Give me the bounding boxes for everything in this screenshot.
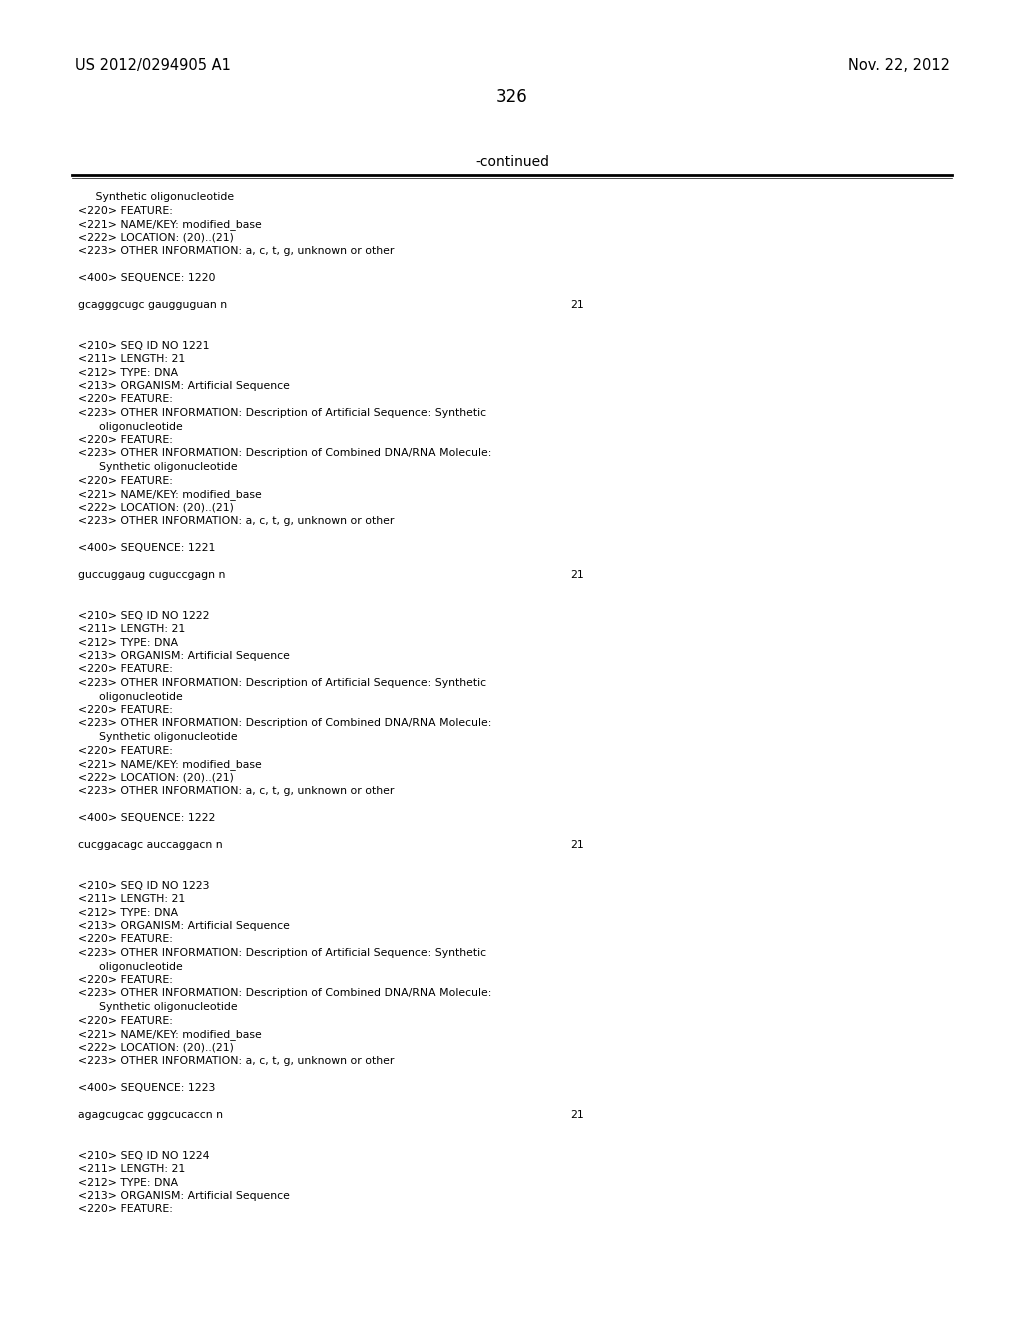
Text: <213> ORGANISM: Artificial Sequence: <213> ORGANISM: Artificial Sequence [78,381,290,391]
Text: agagcugcac gggcucaccn n: agagcugcac gggcucaccn n [78,1110,223,1119]
Text: <222> LOCATION: (20)..(21): <222> LOCATION: (20)..(21) [78,503,233,512]
Text: <210> SEQ ID NO 1222: <210> SEQ ID NO 1222 [78,610,210,620]
Text: <222> LOCATION: (20)..(21): <222> LOCATION: (20)..(21) [78,1043,233,1052]
Text: <220> FEATURE:: <220> FEATURE: [78,975,173,985]
Text: <223> OTHER INFORMATION: a, c, t, g, unknown or other: <223> OTHER INFORMATION: a, c, t, g, unk… [78,516,394,525]
Text: 21: 21 [570,840,584,850]
Text: <400> SEQUENCE: 1221: <400> SEQUENCE: 1221 [78,543,215,553]
Text: <220> FEATURE:: <220> FEATURE: [78,935,173,945]
Text: <223> OTHER INFORMATION: Description of Combined DNA/RNA Molecule:: <223> OTHER INFORMATION: Description of … [78,989,492,998]
Text: <223> OTHER INFORMATION: a, c, t, g, unknown or other: <223> OTHER INFORMATION: a, c, t, g, unk… [78,785,394,796]
Text: <223> OTHER INFORMATION: Description of Combined DNA/RNA Molecule:: <223> OTHER INFORMATION: Description of … [78,449,492,458]
Text: <211> LENGTH: 21: <211> LENGTH: 21 [78,624,185,634]
Text: <223> OTHER INFORMATION: Description of Artificial Sequence: Synthetic: <223> OTHER INFORMATION: Description of … [78,408,486,418]
Text: <211> LENGTH: 21: <211> LENGTH: 21 [78,894,185,904]
Text: <220> FEATURE:: <220> FEATURE: [78,746,173,755]
Text: 21: 21 [570,300,584,310]
Text: <223> OTHER INFORMATION: Description of Artificial Sequence: Synthetic: <223> OTHER INFORMATION: Description of … [78,678,486,688]
Text: <400> SEQUENCE: 1222: <400> SEQUENCE: 1222 [78,813,215,822]
Text: <400> SEQUENCE: 1223: <400> SEQUENCE: 1223 [78,1082,215,1093]
Text: oligonucleotide: oligonucleotide [78,692,182,701]
Text: 21: 21 [570,1110,584,1119]
Text: guccuggaug cuguccgagn n: guccuggaug cuguccgagn n [78,570,225,579]
Text: <220> FEATURE:: <220> FEATURE: [78,1204,173,1214]
Text: oligonucleotide: oligonucleotide [78,961,182,972]
Text: <210> SEQ ID NO 1221: <210> SEQ ID NO 1221 [78,341,210,351]
Text: <223> OTHER INFORMATION: Description of Artificial Sequence: Synthetic: <223> OTHER INFORMATION: Description of … [78,948,486,958]
Text: <213> ORGANISM: Artificial Sequence: <213> ORGANISM: Artificial Sequence [78,1191,290,1201]
Text: <212> TYPE: DNA: <212> TYPE: DNA [78,908,178,917]
Text: <220> FEATURE:: <220> FEATURE: [78,664,173,675]
Text: <222> LOCATION: (20)..(21): <222> LOCATION: (20)..(21) [78,772,233,783]
Text: <210> SEQ ID NO 1223: <210> SEQ ID NO 1223 [78,880,210,891]
Text: gcagggcugc gaugguguan n: gcagggcugc gaugguguan n [78,300,227,310]
Text: 21: 21 [570,570,584,579]
Text: <400> SEQUENCE: 1220: <400> SEQUENCE: 1220 [78,273,215,282]
Text: <220> FEATURE:: <220> FEATURE: [78,395,173,404]
Text: <213> ORGANISM: Artificial Sequence: <213> ORGANISM: Artificial Sequence [78,651,290,661]
Text: Synthetic oligonucleotide: Synthetic oligonucleotide [78,462,238,473]
Text: <223> OTHER INFORMATION: a, c, t, g, unknown or other: <223> OTHER INFORMATION: a, c, t, g, unk… [78,1056,394,1067]
Text: Nov. 22, 2012: Nov. 22, 2012 [848,58,950,73]
Text: Synthetic oligonucleotide: Synthetic oligonucleotide [78,191,234,202]
Text: <221> NAME/KEY: modified_base: <221> NAME/KEY: modified_base [78,1030,262,1040]
Text: oligonucleotide: oligonucleotide [78,421,182,432]
Text: <210> SEQ ID NO 1224: <210> SEQ ID NO 1224 [78,1151,210,1160]
Text: cucggacagc auccaggacn n: cucggacagc auccaggacn n [78,840,222,850]
Text: <221> NAME/KEY: modified_base: <221> NAME/KEY: modified_base [78,219,262,230]
Text: US 2012/0294905 A1: US 2012/0294905 A1 [75,58,230,73]
Text: <220> FEATURE:: <220> FEATURE: [78,705,173,715]
Text: Synthetic oligonucleotide: Synthetic oligonucleotide [78,1002,238,1012]
Text: <211> LENGTH: 21: <211> LENGTH: 21 [78,354,185,364]
Text: <223> OTHER INFORMATION: Description of Combined DNA/RNA Molecule:: <223> OTHER INFORMATION: Description of … [78,718,492,729]
Text: <223> OTHER INFORMATION: a, c, t, g, unknown or other: <223> OTHER INFORMATION: a, c, t, g, unk… [78,246,394,256]
Text: 326: 326 [496,88,528,106]
Text: <220> FEATURE:: <220> FEATURE: [78,206,173,215]
Text: <211> LENGTH: 21: <211> LENGTH: 21 [78,1164,185,1173]
Text: <222> LOCATION: (20)..(21): <222> LOCATION: (20)..(21) [78,232,233,243]
Text: <221> NAME/KEY: modified_base: <221> NAME/KEY: modified_base [78,759,262,770]
Text: <221> NAME/KEY: modified_base: <221> NAME/KEY: modified_base [78,488,262,500]
Text: <220> FEATURE:: <220> FEATURE: [78,1015,173,1026]
Text: <212> TYPE: DNA: <212> TYPE: DNA [78,1177,178,1188]
Text: <212> TYPE: DNA: <212> TYPE: DNA [78,638,178,648]
Text: <212> TYPE: DNA: <212> TYPE: DNA [78,367,178,378]
Text: <213> ORGANISM: Artificial Sequence: <213> ORGANISM: Artificial Sequence [78,921,290,931]
Text: <220> FEATURE:: <220> FEATURE: [78,475,173,486]
Text: <220> FEATURE:: <220> FEATURE: [78,436,173,445]
Text: Synthetic oligonucleotide: Synthetic oligonucleotide [78,733,238,742]
Text: -continued: -continued [475,154,549,169]
